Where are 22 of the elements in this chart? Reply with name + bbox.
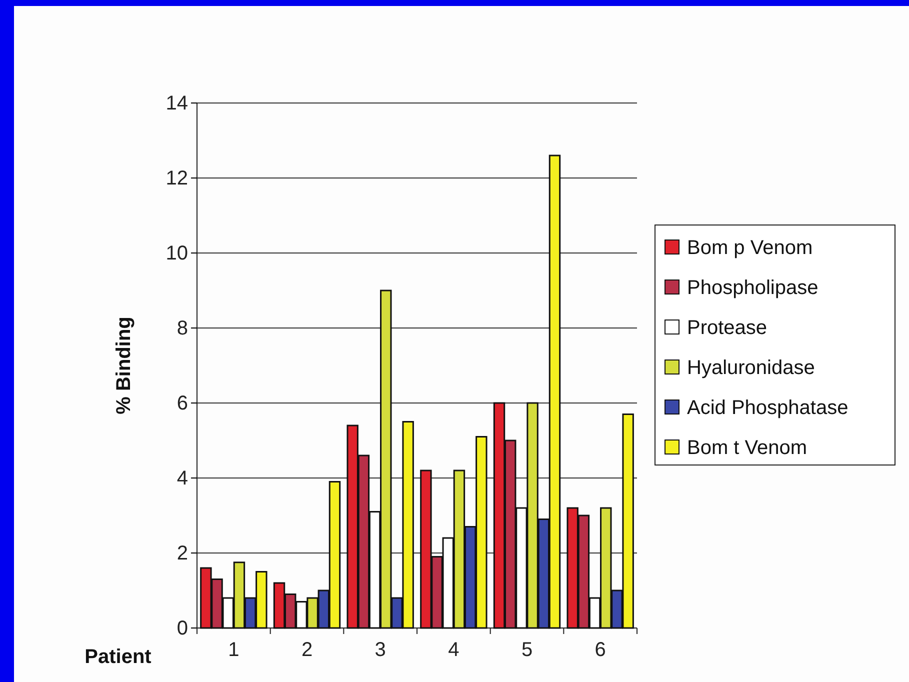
x-tick-label: 6 <box>594 639 606 662</box>
legend-label: Bom t Venom <box>687 437 808 459</box>
y-tick-label: 8 <box>176 317 188 340</box>
x-axis-title: Patient <box>84 646 152 668</box>
y-tick-label: 14 <box>166 92 188 114</box>
y-tick-label: 2 <box>176 542 188 564</box>
x-tick-label: 4 <box>448 639 460 662</box>
legend-label: Bom p Venom <box>687 237 813 259</box>
legend-label: Hyaluronidase <box>687 357 815 379</box>
legend-label: Phospholipase <box>687 277 818 299</box>
y-axis-title: % Binding <box>113 316 135 414</box>
x-tick-label: 2 <box>301 639 313 662</box>
legend-label: Protease <box>687 317 768 339</box>
y-tick-label: 6 <box>176 392 188 414</box>
y-tick-label: 4 <box>176 467 188 490</box>
y-tick-label: 10 <box>166 242 188 264</box>
y-tick-label: 12 <box>166 167 188 190</box>
legend-label: Acid Phosphatase <box>687 397 848 419</box>
x-tick-label: 3 <box>374 639 386 662</box>
x-tick-label: 5 <box>521 639 533 662</box>
x-tick-label: 1 <box>228 639 240 662</box>
y-tick-label: 0 <box>176 617 188 640</box>
